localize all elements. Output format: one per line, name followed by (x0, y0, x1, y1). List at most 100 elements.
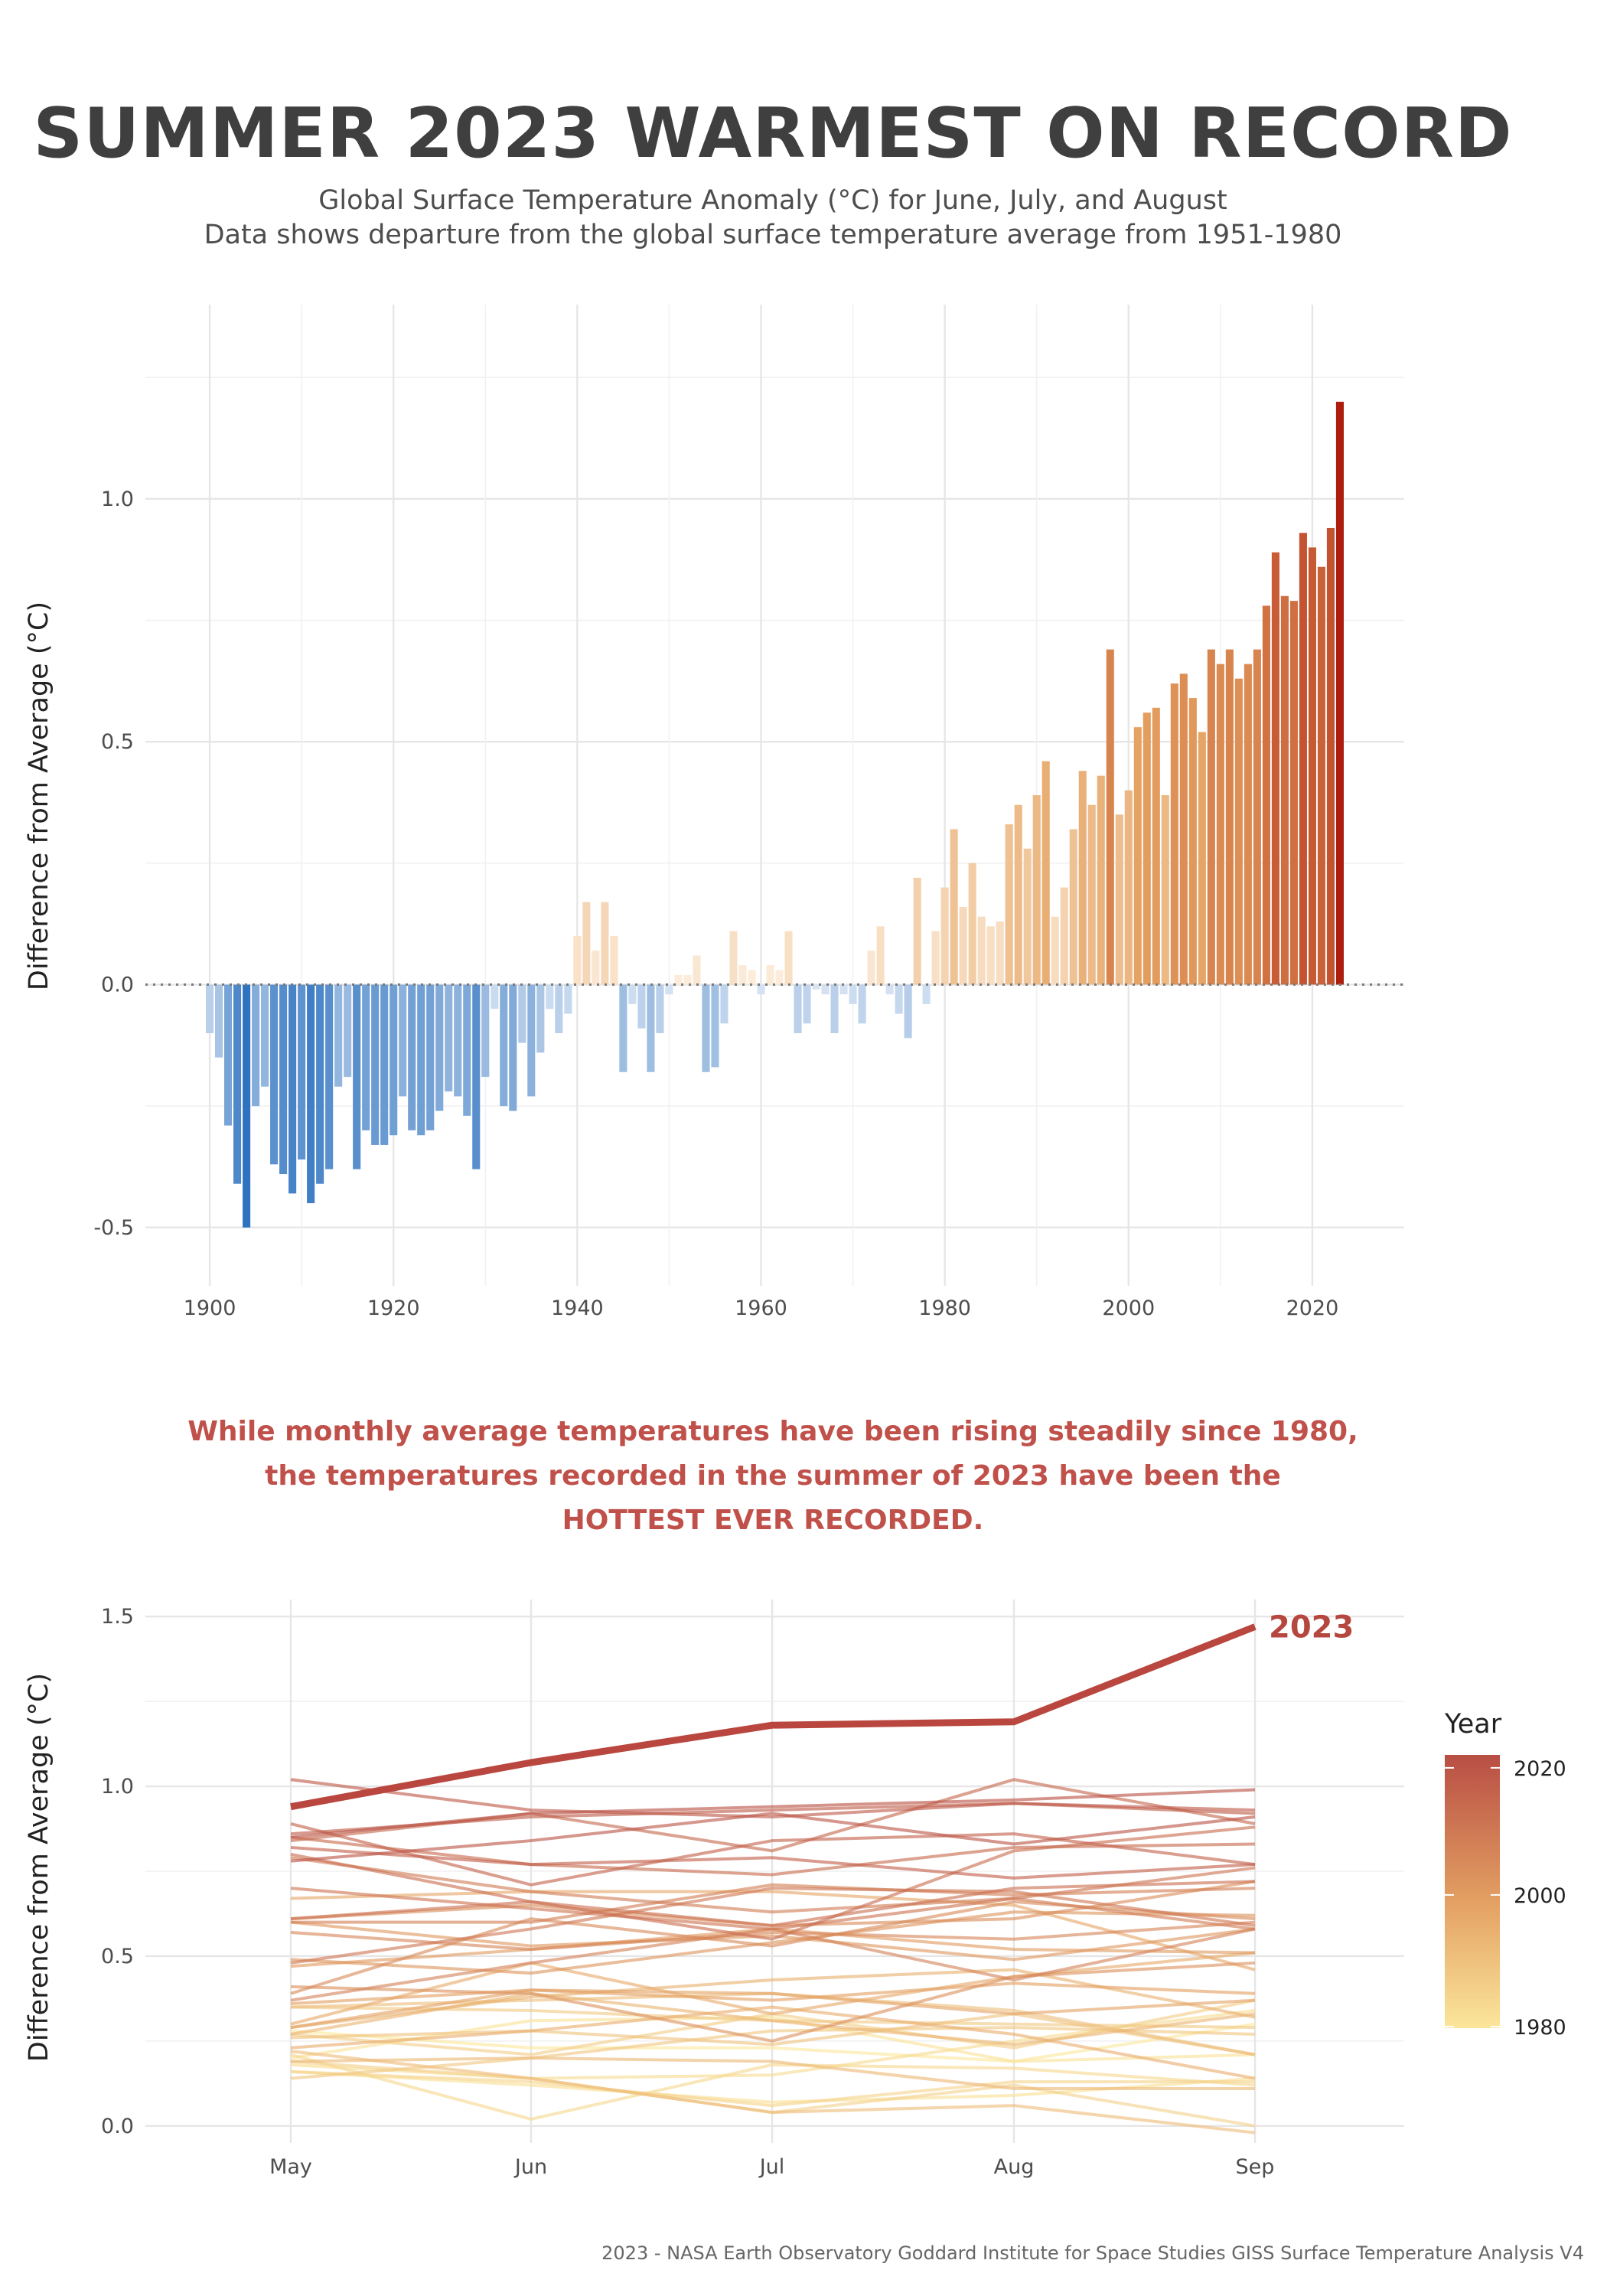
anomaly-bar (812, 984, 820, 990)
anomaly-bar (729, 931, 738, 985)
anomaly-bar (711, 984, 719, 1068)
anomaly-bar (270, 984, 279, 1165)
year-line (290, 1821, 1256, 1887)
callout-line-3: HOTTEST EVER RECORDED. (562, 1505, 984, 1536)
anomaly-bar (1335, 401, 1344, 985)
y-tick-label: 0.5 (101, 1945, 134, 1968)
anomaly-bar (1051, 916, 1059, 985)
y-tick-label: 1.0 (101, 1775, 134, 1799)
anomaly-bar (509, 984, 517, 1111)
anomaly-bar (637, 984, 646, 1029)
callout-line-2: the temperatures recorded in the summer … (265, 1460, 1281, 1492)
anomaly-bar (298, 984, 306, 1159)
year-line (290, 2050, 1256, 2135)
anomaly-bar (977, 916, 986, 985)
x-tick-label: Aug (994, 2155, 1035, 2179)
anomaly-bar (821, 984, 830, 995)
anomaly-bar (757, 984, 765, 995)
anomaly-bar (472, 984, 481, 1169)
y-axis-title: Difference from Average (°C) (24, 1673, 54, 2062)
year-line (290, 1961, 1256, 2043)
anomaly-bar (417, 984, 425, 1136)
x-tick-label: 1900 (184, 1296, 236, 1320)
anomaly-bar (279, 984, 288, 1175)
anomaly-bar (1143, 713, 1151, 985)
anomaly-bar (665, 984, 673, 995)
anomaly-bar (738, 965, 747, 985)
x-tick-label: 2000 (1102, 1296, 1155, 1320)
anomaly-bar (1087, 804, 1096, 985)
anomaly-bar (445, 984, 453, 1092)
year-line (291, 1883, 1256, 1924)
anomaly-bar (775, 970, 784, 985)
year-line (290, 1890, 1256, 1971)
anomaly-bar (518, 984, 526, 1043)
year-line (290, 1788, 1256, 1839)
anomaly-bar (592, 951, 600, 985)
anomaly-bar (839, 984, 848, 995)
anomaly-bar (1041, 761, 1050, 985)
anomaly-bar (325, 984, 334, 1169)
year-line (290, 1910, 1256, 1975)
year-line (290, 2026, 1256, 2080)
anomaly-bar (1124, 790, 1133, 985)
anomaly-bar (1207, 649, 1215, 985)
legend-tick-label: 2000 (1514, 1884, 1566, 1908)
anomaly-bar (288, 984, 297, 1194)
anomaly-bar (1179, 673, 1188, 985)
annual-anomaly-bar-chart: -0.5 0.0 0.5 1.0 1900 1920 1940 1960 1980 2000 202… (24, 305, 1404, 1320)
legend-tick-label: 2020 (1514, 1757, 1566, 1781)
anomaly-bar (849, 984, 857, 1004)
anomaly-bar (573, 936, 582, 985)
anomaly-bar (233, 984, 242, 1184)
anomaly-bar (582, 902, 591, 985)
anomaly-bar (996, 921, 1004, 985)
anomaly-bar (399, 984, 407, 1097)
anomaly-bar (1032, 795, 1041, 985)
anomaly-bar (674, 974, 683, 985)
y-tick-label: -0.5 (93, 1216, 134, 1240)
anomaly-bar (1069, 829, 1077, 985)
y-tick-label: 0.0 (101, 974, 134, 997)
anomaly-bar (546, 984, 554, 1009)
anomaly-bar (867, 951, 875, 985)
anomaly-bar (1078, 771, 1087, 985)
year-line (290, 1981, 1256, 2006)
anomaly-bar (1253, 649, 1261, 985)
anomaly-bar (876, 926, 885, 985)
anomaly-bar (702, 984, 710, 1072)
anomaly-bar (527, 984, 536, 1097)
anomaly-bar (1023, 848, 1032, 985)
year-line (290, 1887, 1256, 1965)
anomaly-bar (371, 984, 380, 1145)
label-2023: 2023 (1269, 1610, 1354, 1645)
anomaly-bar (1188, 698, 1197, 985)
anomaly-bar (601, 902, 609, 985)
year-line (290, 1856, 1256, 1931)
anomaly-bar (316, 984, 324, 1184)
year-line (290, 1951, 1256, 2026)
anomaly-bar (206, 984, 214, 1033)
anomaly-bar (1170, 683, 1178, 985)
y-tick-label: 0.0 (101, 2115, 134, 2138)
anomaly-bar (261, 984, 269, 1087)
x-tick-label: 1940 (551, 1296, 604, 1320)
year-line (290, 1920, 1256, 1952)
anomaly-bar (895, 984, 903, 1014)
anomaly-bar (830, 984, 839, 1033)
x-tick-label: 1980 (918, 1296, 971, 1320)
anomaly-bar (1216, 664, 1224, 985)
anomaly-bar (784, 931, 793, 985)
anomaly-bar (940, 887, 949, 985)
anomaly-bar (794, 984, 802, 1033)
callout-line-1: While monthly average temperatures have … (187, 1416, 1358, 1447)
x-tick-label: 2020 (1286, 1296, 1339, 1320)
year-line (290, 1812, 1256, 1863)
anomaly-bar (408, 984, 416, 1130)
anomaly-bar (1161, 795, 1169, 985)
anomaly-bar (1234, 678, 1243, 985)
anomaly-bar (454, 984, 462, 1097)
anomaly-bar (610, 936, 618, 985)
year-line (290, 1845, 1256, 1880)
anomaly-bar (1299, 533, 1307, 985)
